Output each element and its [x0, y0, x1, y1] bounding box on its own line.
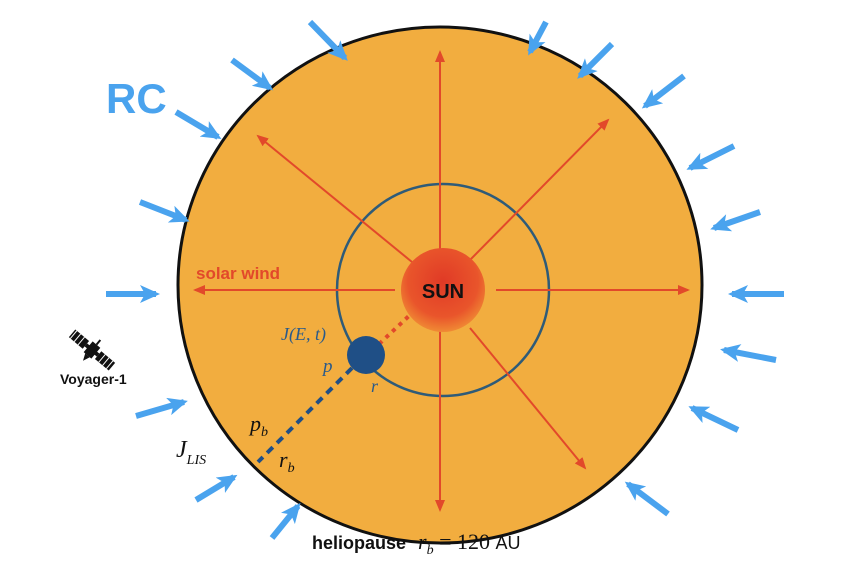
p-label: p [321, 356, 333, 377]
rc-arrow [230, 57, 274, 91]
rc-arrow [577, 41, 615, 79]
satellite-icon [68, 329, 116, 371]
rc-arrow [269, 502, 301, 540]
rc-arrow [194, 474, 238, 503]
p-b-label: pb [248, 411, 268, 440]
rc-arrow [710, 209, 761, 232]
sun-label: SUN [422, 281, 464, 303]
r-b-label: rb [279, 447, 295, 476]
j-e-t-label: J(E, t) [281, 324, 326, 345]
rc-arrow [686, 143, 736, 171]
rc-arrow [688, 405, 740, 433]
rc-label: RC [106, 75, 167, 122]
wind-arrow-ne [467, 118, 610, 263]
rc-arrow [624, 481, 670, 517]
rc-arrow [138, 199, 190, 223]
wind-arrow-se [469, 327, 587, 470]
rc-arrow [641, 73, 686, 109]
rc-arrow [720, 344, 777, 363]
solar-wind-label: solar wind [196, 264, 280, 283]
r-label: r [371, 376, 379, 396]
rc-arrows [106, 19, 784, 540]
rc-arrow [135, 397, 188, 419]
sun [401, 248, 485, 332]
rc-arrow [307, 19, 348, 61]
wind-arrow-nw [256, 134, 413, 263]
particle [347, 336, 385, 374]
j-lis-label: JLIS [176, 437, 206, 468]
rc-arrow [174, 109, 222, 140]
rc-arrow [527, 20, 549, 56]
heliopause-caption: heliopause rb = 120 AU [312, 529, 521, 558]
solar-wind-arrows [193, 50, 690, 512]
voyager-label: Voyager-1 [60, 371, 127, 387]
